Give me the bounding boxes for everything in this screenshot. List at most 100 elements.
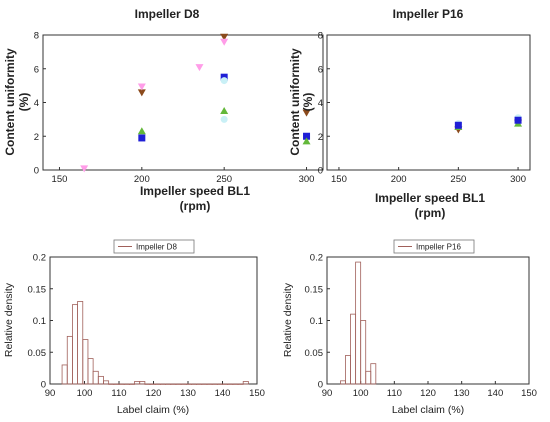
histogram-bar [360, 320, 367, 385]
y-tick-label: 0.15 [305, 284, 324, 295]
bars-hist-p16 [340, 261, 377, 385]
x-tick-label: 150 [521, 388, 537, 399]
markers-d8 [80, 33, 311, 173]
plot-frame-hist-p16 [326, 256, 530, 385]
x-tick-label: 300 [299, 174, 315, 185]
histogram-bar [134, 381, 141, 385]
x-tick-label: 140 [487, 388, 503, 399]
histogram-bar [345, 355, 351, 385]
y-tick-label: 2 [34, 132, 39, 143]
panel-histogram-p16: Impeller P16 90 100 110 120 130 140 150 0 0.05 0.… [282, 239, 537, 416]
histogram-bar [242, 381, 249, 385]
x-axis-unit-d8: (rpm) [180, 199, 211, 213]
y-tick-label: 0.1 [33, 316, 46, 327]
histogram-bar [66, 335, 73, 385]
x-tick-label: 150 [52, 174, 68, 185]
data-point-circle [220, 77, 228, 85]
histogram-bar [365, 370, 372, 385]
x-tick-label: 100 [77, 388, 93, 399]
histogram-bar [355, 261, 362, 385]
y-axis-unit-d8: (%) [17, 93, 31, 112]
y-tick-label: 4 [318, 98, 323, 109]
x-tick-label: 90 [322, 388, 333, 399]
histogram-bar [82, 339, 89, 385]
legend-box-p16 [393, 239, 475, 254]
chart-title-p16: Impeller P16 [393, 7, 464, 21]
y-tick-label: 0.1 [310, 316, 323, 327]
bars-hist-d8 [61, 301, 249, 385]
histogram-bar [87, 358, 94, 385]
y-tick-label: 0.2 [310, 253, 323, 264]
y-axis-label-hist-d8: Relative density [3, 282, 15, 357]
data-point-square [514, 116, 522, 124]
y-tick-label: 0 [318, 166, 323, 177]
y-tick-label: 2 [318, 132, 323, 143]
x-tick-label: 140 [215, 388, 231, 399]
y-tick-label: 6 [318, 64, 323, 75]
x-axis-label-hist-d8: Label claim (%) [117, 404, 189, 416]
x-tick-label: 120 [420, 388, 436, 399]
histogram-bar [97, 375, 104, 385]
histogram-bar [350, 313, 357, 385]
x-axis-unit-p16: (rpm) [415, 206, 446, 220]
y-tick-label: 6 [34, 64, 39, 75]
data-point-square [454, 121, 462, 129]
x-tick-label: 200 [391, 174, 407, 185]
x-tick-label: 200 [134, 174, 150, 185]
data-point-circle [220, 115, 228, 123]
data-point-triangle-down [220, 38, 229, 46]
plot-frame-p16 [326, 34, 531, 171]
y-tick-label: 0.2 [33, 253, 46, 264]
x-tick-label: 130 [454, 388, 470, 399]
x-tick-label: 110 [111, 388, 126, 399]
data-point-triangle-up [302, 137, 311, 145]
histogram-bar [139, 381, 146, 385]
tick-labels-hist-p16: 90 100 110 120 130 140 150 0 0.05 0.1 0.15 0.2 [305, 253, 537, 400]
plot-frame-d8 [42, 34, 324, 171]
histogram-bar [92, 370, 99, 385]
y-tick-label: 0 [41, 380, 46, 391]
y-tick-label: 8 [34, 31, 39, 42]
x-axis-label-hist-p16: Label claim (%) [392, 404, 464, 416]
y-tick-label: 0.15 [28, 284, 47, 295]
legend-box-d8 [113, 239, 195, 254]
data-point-triangle-down [302, 109, 311, 117]
x-tick-label: 90 [45, 388, 56, 399]
histogram-bar [77, 301, 84, 385]
x-tick-label: 120 [146, 388, 162, 399]
markers-p16 [454, 114, 523, 134]
panel-histogram-d8: Impeller D8 90 100 110 120 130 140 150 0 0.05 0.1… [3, 239, 265, 416]
data-point-triangle-down [137, 89, 146, 97]
legend-label-p16: Impeller P16 [416, 243, 461, 252]
x-axis-label-p16: Impeller speed BL1 [375, 191, 485, 205]
data-point-square [138, 134, 146, 142]
data-point-triangle-down [137, 83, 146, 91]
y-axis-label-d8: Content uniformity [3, 48, 17, 156]
histogram-bar [103, 380, 110, 385]
legend-label-d8: Impeller D8 [136, 243, 177, 252]
histogram-bar [61, 364, 68, 385]
y-axis-unit-p16: (%) [301, 93, 315, 112]
tick-labels-hist-d8: 90 100 110 120 130 140 150 0 0.05 0.1 0.15 0.2 [28, 253, 265, 400]
y-tick-label: 0 [318, 380, 323, 391]
histogram-bar [370, 363, 377, 385]
data-point-triangle-up [137, 127, 146, 135]
legend-p16: Impeller P16 [393, 239, 475, 254]
histogram-bar [72, 304, 79, 385]
chart-title-d8: Impeller D8 [135, 7, 200, 21]
x-tick-label: 150 [331, 174, 347, 185]
x-axis-label-d8: Impeller speed BL1 [140, 184, 250, 198]
data-point-triangle-down [80, 165, 89, 173]
legend-d8: Impeller D8 [113, 239, 195, 254]
y-tick-label: 0 [34, 166, 39, 177]
data-point-triangle-down [195, 64, 204, 72]
data-point-square [303, 132, 311, 140]
x-tick-label: 130 [180, 388, 196, 399]
x-tick-label: 250 [216, 174, 232, 185]
plot-frame-hist-d8 [49, 256, 258, 385]
y-axis-label-p16: Content uniformity [288, 48, 302, 156]
data-point-triangle-up [220, 106, 229, 114]
y-axis-label-hist-p16: Relative density [282, 282, 294, 357]
